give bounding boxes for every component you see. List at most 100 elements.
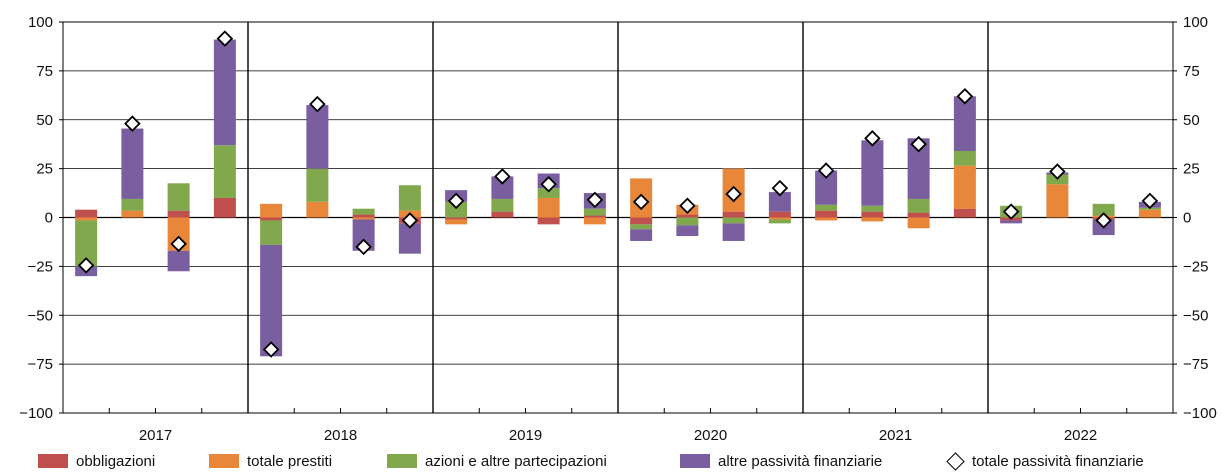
bar-segment-2-13 bbox=[676, 217, 699, 226]
bar-segment-2-14 bbox=[722, 217, 745, 224]
y-label-right-25: 25 bbox=[1183, 161, 1200, 178]
bar-segment-2-3 bbox=[213, 145, 236, 198]
bar-segment-2-19 bbox=[953, 151, 976, 166]
y-label-left-100: 100 bbox=[28, 14, 53, 31]
bar-segment-3-16 bbox=[815, 170, 838, 205]
legend-item-azioni: azioni e altre partecipazioni bbox=[387, 450, 607, 472]
bar-segment-1-6 bbox=[352, 217, 375, 220]
bar-segment-0-10 bbox=[537, 217, 560, 225]
y-label-left--75: −75 bbox=[28, 356, 53, 373]
legend-swatch-totale-prestiti bbox=[209, 454, 239, 468]
bar-segment-3-2 bbox=[167, 250, 190, 272]
total-marker-16 bbox=[817, 162, 835, 179]
bar-segment-3-6 bbox=[352, 219, 375, 251]
bar-segment-3-12 bbox=[630, 229, 653, 241]
legend-swatch-altre-passivita bbox=[680, 454, 710, 468]
bar-segment-2-15 bbox=[768, 219, 791, 224]
y-label-left-0: 0 bbox=[45, 210, 53, 227]
bar-segment-0-11 bbox=[583, 215, 606, 218]
bar-segment-0-2 bbox=[167, 210, 190, 218]
legend-swatch-azioni bbox=[387, 454, 417, 468]
y-label-right-75: 75 bbox=[1183, 63, 1200, 80]
total-marker-3 bbox=[216, 30, 234, 47]
total-marker-0 bbox=[77, 257, 95, 274]
total-marker-5 bbox=[309, 95, 326, 113]
bar-segment-3-9 bbox=[491, 176, 514, 199]
bar-segment-2-2 bbox=[167, 183, 190, 211]
total-marker-6 bbox=[355, 238, 372, 256]
total-marker-4 bbox=[262, 341, 280, 358]
bar-segment-0-3 bbox=[213, 197, 236, 218]
plot-frame bbox=[59, 21, 1177, 414]
legend: obbligazioni totale prestiti azioni e al… bbox=[0, 450, 1231, 472]
total-marker-15 bbox=[771, 179, 789, 197]
bar-segment-1-0 bbox=[75, 217, 98, 221]
bar-segment-1-23 bbox=[1138, 209, 1161, 218]
bar-segment-0-17 bbox=[861, 211, 884, 218]
bar-segment-0-8 bbox=[445, 217, 468, 220]
total-marker-7 bbox=[401, 212, 419, 229]
y-label-left--25: −25 bbox=[28, 258, 53, 275]
bar-segment-3-20 bbox=[1000, 220, 1023, 224]
bar-segment-2-1 bbox=[121, 198, 144, 211]
total-marker-14 bbox=[725, 185, 742, 203]
bar-segment-3-5 bbox=[306, 105, 329, 169]
total-marker-2 bbox=[170, 235, 187, 253]
bar-segment-1-8 bbox=[445, 219, 468, 225]
bar-segment-2-4 bbox=[260, 220, 283, 245]
bar-segment-2-8 bbox=[445, 201, 468, 218]
x-label-2019: 2019 bbox=[509, 427, 542, 444]
bar-segment-2-22 bbox=[1092, 203, 1115, 216]
legend-item-altre-passivita: altre passività finanziarie bbox=[680, 450, 882, 472]
y-label-right-100: 100 bbox=[1183, 14, 1208, 31]
bar-segment-0-6 bbox=[352, 214, 375, 218]
bar-segment-3-4 bbox=[260, 244, 283, 357]
bar-segment-3-19 bbox=[953, 96, 976, 152]
bar-segment-1-15 bbox=[768, 217, 791, 220]
bar-segment-3-14 bbox=[722, 223, 745, 241]
bar-segment-3-18 bbox=[907, 138, 930, 199]
total-marker-1 bbox=[124, 115, 141, 132]
x-label-2022: 2022 bbox=[1064, 427, 1097, 444]
bar-segment-1-19 bbox=[953, 165, 976, 209]
y-label-right--50: −50 bbox=[1183, 307, 1208, 324]
bar-segment-2-5 bbox=[306, 168, 329, 202]
x-label-2017: 2017 bbox=[139, 427, 172, 444]
legend-item-totale-prestiti: totale prestiti bbox=[209, 450, 332, 472]
bar-segment-0-0 bbox=[75, 209, 98, 218]
y-label-left-50: 50 bbox=[36, 112, 53, 129]
bar-segment-2-9 bbox=[491, 198, 514, 212]
y-label-right--75: −75 bbox=[1183, 356, 1208, 373]
bar-segment-0-14 bbox=[722, 211, 745, 218]
bar-segment-1-21 bbox=[1046, 184, 1069, 218]
bar-segment-0-13 bbox=[676, 214, 699, 218]
bar-segment-2-17 bbox=[861, 205, 884, 212]
bar-segment-1-10 bbox=[537, 197, 560, 218]
bar-segment-2-11 bbox=[583, 208, 606, 216]
bar-segment-1-5 bbox=[306, 201, 329, 218]
bar-segment-3-13 bbox=[676, 225, 699, 237]
total-marker-18 bbox=[910, 135, 927, 153]
bar-segment-2-18 bbox=[907, 198, 930, 213]
bar-segment-0-15 bbox=[768, 211, 791, 218]
legend-label-totale-prestiti: totale prestiti bbox=[247, 452, 333, 470]
bar-segment-3-3 bbox=[213, 39, 236, 146]
total-marker-19 bbox=[956, 88, 974, 105]
bar-segment-2-12 bbox=[630, 224, 653, 230]
bar-segment-1-1 bbox=[121, 210, 144, 218]
legend-label-altre-passivita: altre passività finanziarie bbox=[718, 452, 883, 470]
x-year-labels: 2017 2018 2019 2020 2021 2022 bbox=[139, 427, 1097, 444]
bar-segment-0-12 bbox=[630, 217, 653, 225]
bar-segment-2-10 bbox=[537, 188, 560, 198]
total-marker-9 bbox=[494, 168, 511, 185]
y-label-left--50: −50 bbox=[28, 307, 53, 324]
total-marker-23 bbox=[1141, 192, 1159, 210]
legend-item-obbligazioni: obbligazioni bbox=[38, 450, 155, 472]
bar-segment-2-16 bbox=[815, 204, 838, 211]
total-marker-22 bbox=[1095, 212, 1112, 229]
bar-segment-3-17 bbox=[861, 140, 884, 206]
x-label-2021: 2021 bbox=[879, 427, 912, 444]
bar-segment-1-17 bbox=[861, 217, 884, 222]
total-marker-8 bbox=[447, 192, 465, 210]
